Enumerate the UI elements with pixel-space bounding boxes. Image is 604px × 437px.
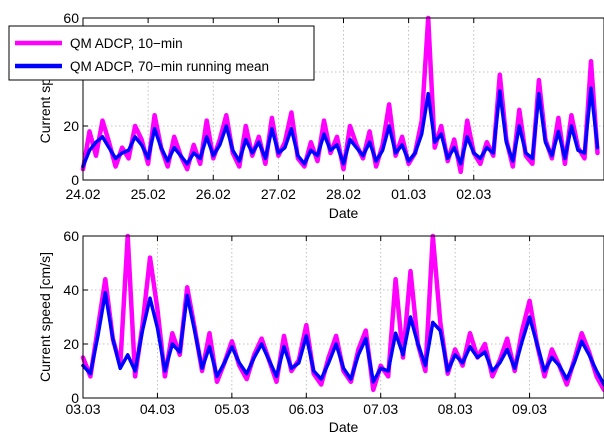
chart-top: 24.02 25.02 26.02 27.02 28.02 01.03 02.03 0 20 60… bbox=[8, 10, 604, 221]
series-line-running-mean bbox=[81, 290, 604, 387]
x-tick-label: 01.03 bbox=[391, 186, 426, 202]
x-tick-label: 28.02 bbox=[326, 186, 361, 202]
x-tick-label: 06.03 bbox=[289, 401, 324, 417]
y-tick-label: 60 bbox=[63, 228, 79, 244]
x-tick-label: 02.03 bbox=[456, 186, 491, 202]
y-axis-label: Current speed [cm/s] bbox=[37, 252, 53, 382]
legend-box bbox=[8, 25, 315, 81]
legend: QM ADCP, 10−min QM ADCP, 70−min running m… bbox=[8, 25, 315, 81]
x-axis-label: Date bbox=[329, 205, 359, 221]
y-tick-label: 20 bbox=[63, 118, 79, 134]
y-tick-label: 20 bbox=[63, 336, 79, 352]
x-tick-label: 05.03 bbox=[214, 401, 249, 417]
y-tick-label: 0 bbox=[71, 390, 79, 406]
series-line-running-mean bbox=[81, 86, 600, 169]
chart-bottom: 03.03 04.03 05.03 06.03 07.03 08.03 09.03 0 20 40… bbox=[37, 228, 604, 435]
x-tick-label: 07.03 bbox=[363, 401, 398, 417]
x-tick-label: 04.03 bbox=[140, 401, 175, 417]
x-tick-label: 09.03 bbox=[512, 401, 547, 417]
legend-entry-label: QM ADCP, 10−min bbox=[70, 36, 183, 51]
x-axis-label: Date bbox=[329, 419, 359, 435]
x-tick-label: 08.03 bbox=[438, 401, 473, 417]
y-tick-label: 40 bbox=[63, 282, 79, 298]
x-tick-label: 26.02 bbox=[196, 186, 231, 202]
x-tick-label: 03.03 bbox=[65, 401, 100, 417]
y-tick-label: 0 bbox=[71, 172, 79, 188]
x-tick-label: 27.02 bbox=[261, 186, 296, 202]
y-tick-label: 60 bbox=[63, 10, 79, 26]
legend-entry-label: QM ADCP, 70−min running mean bbox=[70, 59, 269, 74]
plot-frame bbox=[82, 235, 604, 399]
x-tick-label: 25.02 bbox=[131, 186, 166, 202]
x-tick-label: 24.02 bbox=[65, 186, 100, 202]
